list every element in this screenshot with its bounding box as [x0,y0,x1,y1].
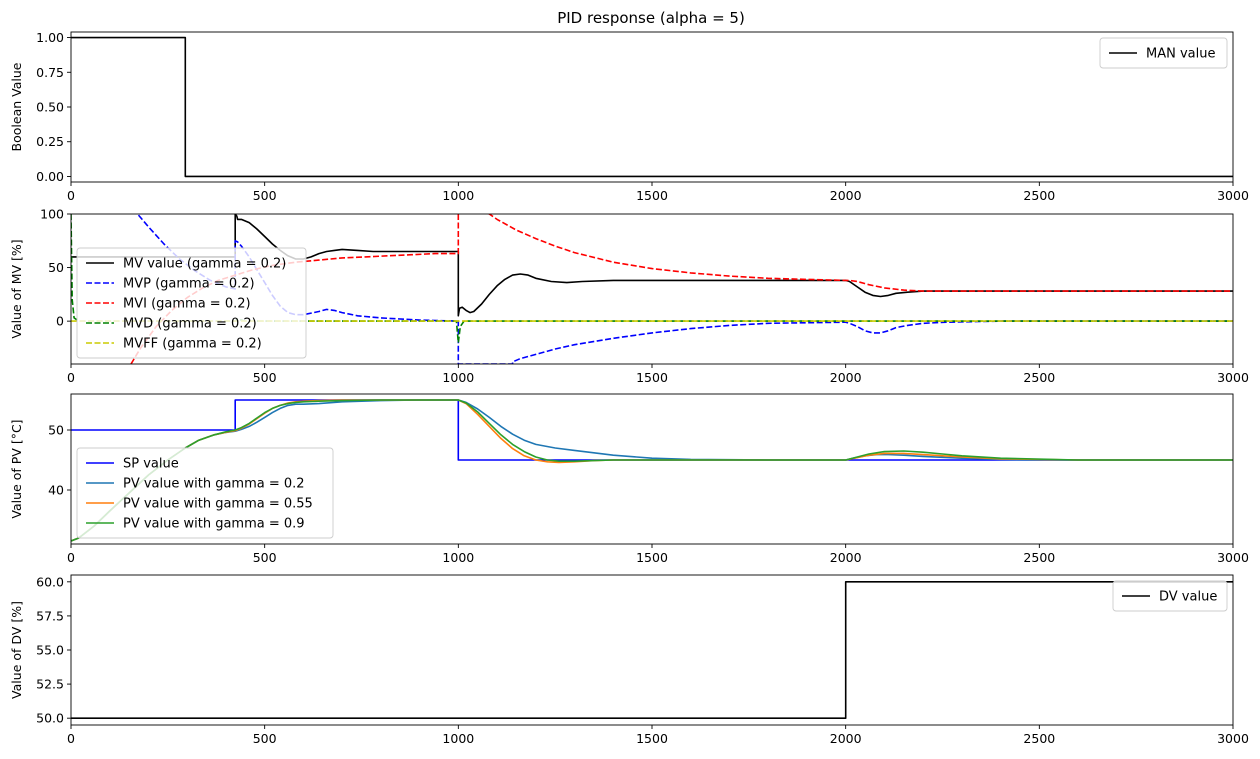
legend-label: SP value [123,457,179,472]
panel-3: 0 500 1000 1500 2000 2500 3000 40 50 Value of PV … [9,393,1249,565]
x-tick-label: 3000 [1217,370,1249,385]
y-tick-label: 1.00 [36,30,64,45]
legend: DV value [1112,580,1228,612]
x-tick-label: 2000 [830,731,862,746]
y-tick-label: 60.0 [36,574,64,589]
y-tick-label: 50.0 [36,711,64,726]
legend-label: PV value with gamma = 0.2 [123,477,305,492]
series-line-mvd-gamma-0-2 [71,214,1233,344]
series-line-dv-value [71,581,1233,719]
y-tick-label: 0.25 [36,134,64,149]
x-tick-label: 3000 [1217,550,1249,565]
x-tick-label: 0 [67,731,75,746]
legend-box [76,447,334,539]
panel-3-series [71,399,1233,542]
legend-label: PV value with gamma = 0.55 [123,497,313,512]
y-axis-label: Value of DV [%] [9,601,24,699]
panel-1-series [71,36,1233,178]
y-axis-label: Value of MV [%] [9,239,24,338]
y-tick-label: 0.00 [36,169,64,184]
y-tick-label: 50 [48,260,64,275]
legend-label: MVFF (gamma = 0.2) [123,337,262,352]
x-tick-label: 1000 [442,731,474,746]
x-tick-label: 0 [67,370,75,385]
x-tick-label: 3000 [1217,188,1249,203]
legend: SP value PV value with gamma = 0.2 PV valu… [76,447,334,539]
y-tick-label: 55.0 [36,643,64,658]
panel-1: 0 500 1000 1500 2000 2500 3000 0.00 0.25 0.50 0.75… [9,30,1249,203]
x-tick-label: 500 [253,731,277,746]
y-tick-label: 52.5 [36,677,64,692]
x-tick-label: 1500 [636,188,668,203]
x-tick-label: 1500 [636,550,668,565]
panel-4: 0 500 1000 1500 2000 2500 3000 50.0 52.5 55.0 57.5… [9,574,1249,746]
y-tick-label: 40 [48,483,64,498]
x-tick-label: 2500 [1023,550,1055,565]
legend-label: MVI (gamma = 0.2) [123,297,251,312]
x-tick-label: 1000 [442,370,474,385]
axes-frame [70,574,1234,726]
y-axis-label: Boolean Value [9,62,24,151]
y-tick-label: 50 [48,423,64,438]
legend-box [76,247,307,359]
y-axis-label: Value of PV [°C] [9,419,24,518]
figure-title: PID response (alpha = 5) [557,9,745,27]
series-line-pv-value-with-gamma-0-9 [71,399,1233,542]
x-tick-label: 0 [67,550,75,565]
x-tick-label: 2000 [830,188,862,203]
legend-label: MV value (gamma = 0.2) [123,257,286,272]
x-tick-label: 1000 [442,188,474,203]
x-tick-label: 1500 [636,731,668,746]
axes-frame [70,31,1234,183]
y-tick-label: 0 [56,314,64,329]
x-tick-label: 2000 [830,550,862,565]
legend: MAN value [1099,37,1228,69]
series-line-mv-value-gamma-0-2 [71,214,1233,317]
y-tick-label: 0.50 [36,100,64,115]
x-tick-label: 2000 [830,370,862,385]
x-tick-label: 2500 [1023,188,1055,203]
y-tick-label: 0.75 [36,65,64,80]
x-tick-label: 500 [253,370,277,385]
y-tick-label: 100 [40,207,64,222]
x-tick-label: 2500 [1023,731,1055,746]
series-line-man-value [71,36,1233,178]
x-tick-label: 500 [253,188,277,203]
y-tick-label: 57.5 [36,608,64,623]
x-tick-label: 1500 [636,370,668,385]
legend-label: PV value with gamma = 0.9 [123,517,305,532]
series-line-mvp-gamma-0-2 [136,214,1233,364]
legend: MV value (gamma = 0.2) MVP (gamma = 0.2) M… [76,247,307,359]
panel-2: 0 500 1000 1500 2000 2500 3000 0 50 100 Value of M… [9,207,1249,386]
x-tick-label: 500 [253,550,277,565]
x-tick-label: 1000 [442,550,474,565]
legend-label: MVP (gamma = 0.2) [123,277,255,292]
x-tick-label: 0 [67,188,75,203]
panel-4-series [71,581,1233,719]
legend-box [1112,580,1228,612]
x-tick-label: 3000 [1217,731,1249,746]
legend-label: DV value [1159,590,1217,605]
legend-box [1099,37,1228,69]
x-tick-label: 2500 [1023,370,1055,385]
legend-label: MVD (gamma = 0.2) [123,317,257,332]
legend-label: MAN value [1146,47,1215,62]
